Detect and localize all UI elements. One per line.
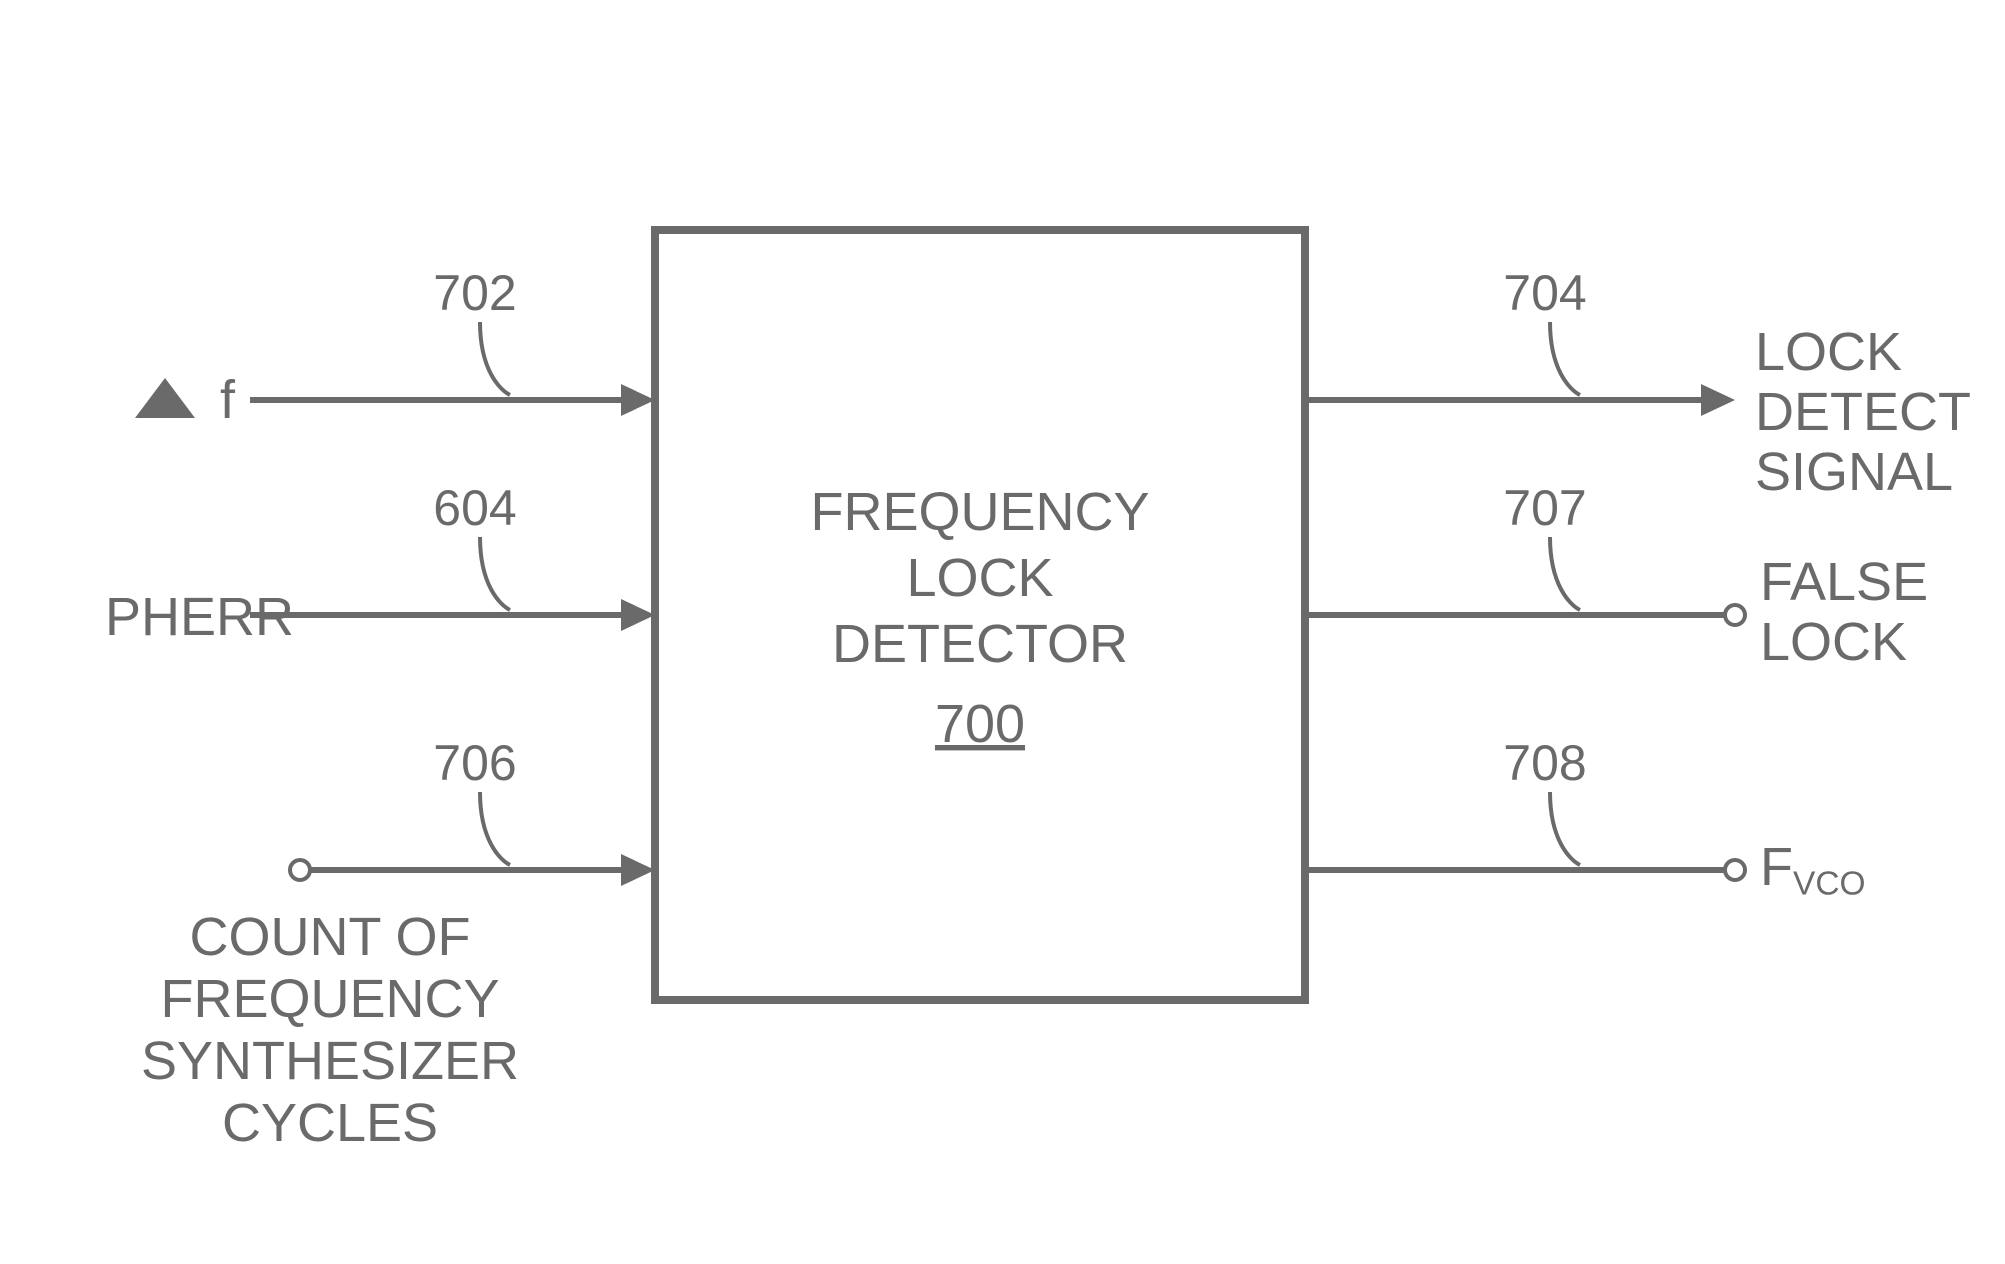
block-title-line: FREQUENCY — [810, 482, 1149, 542]
in-count-label: COUNT OF — [190, 907, 471, 967]
in-count-label: CYCLES — [222, 1093, 438, 1153]
block-title-line: DETECTOR — [832, 614, 1128, 674]
out-false-lock-label: FALSE — [1760, 552, 1928, 612]
in-count-label: SYNTHESIZER — [141, 1031, 519, 1091]
out-false-lock-label: LOCK — [1760, 612, 1907, 672]
out-lock-detect-label: DETECT — [1755, 382, 1971, 442]
block-ref: 700 — [935, 694, 1025, 754]
out-lock-detect-label: SIGNAL — [1755, 442, 1953, 502]
out-false-lock-ref: 707 — [1503, 480, 1586, 536]
in-pherr-ref: 604 — [433, 480, 516, 536]
block-diagram: FREQUENCYLOCKDETECTOR700f702PHERR604COUN… — [0, 0, 2005, 1264]
in-count-ref: 706 — [433, 735, 516, 791]
in-pherr-label: PHERR — [105, 587, 294, 647]
in-delta-f-label: f — [220, 370, 236, 430]
delta-icon — [135, 378, 195, 418]
out-lock-detect-label: LOCK — [1755, 322, 1902, 382]
out-fvco-ref: 708 — [1503, 735, 1586, 791]
in-count-label: FREQUENCY — [160, 969, 499, 1029]
block-title-line: LOCK — [906, 548, 1053, 608]
in-delta-f-ref: 702 — [433, 265, 516, 321]
out-lock-detect-ref: 704 — [1503, 265, 1586, 321]
out-fvco-label: FVCO — [1760, 837, 1866, 903]
